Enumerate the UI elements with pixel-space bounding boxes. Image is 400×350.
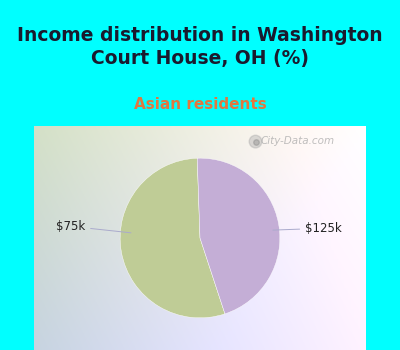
Text: $75k: $75k bbox=[56, 220, 131, 233]
Wedge shape bbox=[120, 158, 225, 318]
Text: Asian residents: Asian residents bbox=[134, 97, 266, 112]
Wedge shape bbox=[197, 158, 280, 314]
Text: $125k: $125k bbox=[273, 222, 342, 235]
Circle shape bbox=[249, 135, 262, 148]
Text: City-Data.com: City-Data.com bbox=[260, 136, 334, 146]
Text: Income distribution in Washington
Court House, OH (%): Income distribution in Washington Court … bbox=[17, 26, 383, 68]
